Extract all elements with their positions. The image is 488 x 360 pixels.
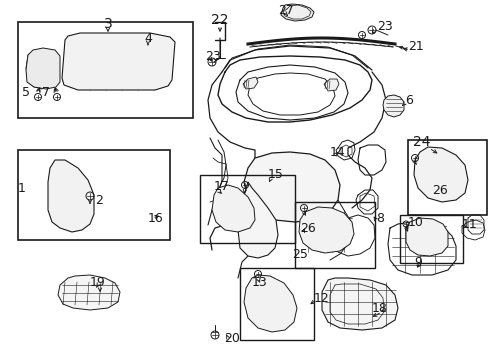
Polygon shape (62, 33, 175, 90)
Text: 14: 14 (329, 145, 345, 158)
Text: 2: 2 (95, 194, 102, 207)
Polygon shape (324, 79, 338, 91)
Polygon shape (413, 147, 467, 202)
Text: 27: 27 (278, 4, 293, 17)
Text: 7: 7 (42, 86, 50, 99)
Text: 18: 18 (371, 302, 387, 315)
Text: 9: 9 (413, 256, 421, 269)
Polygon shape (298, 207, 353, 253)
Text: 1: 1 (18, 181, 26, 194)
Text: 17: 17 (214, 180, 229, 194)
Bar (240, 268, 313, 340)
Bar (294, 202, 374, 268)
Polygon shape (48, 160, 94, 232)
Polygon shape (405, 218, 447, 256)
Bar (200, 175, 294, 243)
Text: 25: 25 (291, 248, 307, 261)
Polygon shape (212, 185, 254, 232)
Text: 5: 5 (22, 86, 30, 99)
Text: 6: 6 (404, 94, 412, 107)
Text: 26: 26 (431, 184, 447, 197)
Polygon shape (281, 4, 313, 21)
Polygon shape (58, 275, 120, 310)
Text: 15: 15 (267, 168, 284, 181)
Text: 10: 10 (407, 216, 423, 229)
Polygon shape (26, 48, 60, 89)
Text: 26: 26 (299, 221, 315, 234)
Polygon shape (243, 77, 258, 89)
Polygon shape (244, 275, 296, 332)
Polygon shape (382, 95, 403, 117)
Text: 20: 20 (224, 332, 240, 345)
Bar (18, 150, 170, 240)
Polygon shape (244, 152, 339, 222)
Text: 23: 23 (204, 49, 220, 63)
Text: 11: 11 (461, 217, 477, 230)
Polygon shape (238, 182, 278, 258)
Text: 19: 19 (90, 275, 106, 288)
Text: 3: 3 (103, 17, 112, 31)
Text: 23: 23 (376, 19, 392, 32)
Text: 22: 22 (211, 13, 228, 27)
Text: 4: 4 (144, 31, 152, 45)
Bar (18, 22, 193, 118)
Text: 12: 12 (313, 292, 329, 305)
Text: 13: 13 (251, 275, 267, 288)
Polygon shape (321, 278, 397, 330)
Text: 16: 16 (148, 211, 163, 225)
Bar (399, 215, 462, 263)
Text: 24: 24 (412, 135, 430, 149)
Bar (407, 140, 486, 215)
Text: 8: 8 (375, 211, 383, 225)
Text: 21: 21 (407, 40, 423, 54)
